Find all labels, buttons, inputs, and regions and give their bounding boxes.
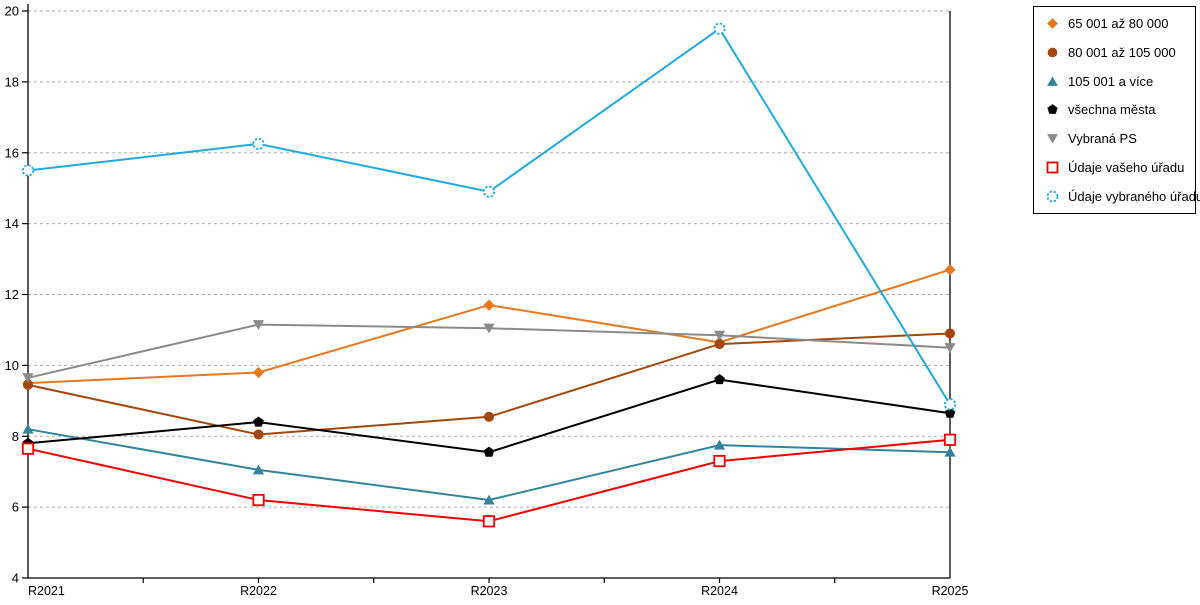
x-tick-label: R2023 [471,584,508,598]
series-marker [1047,104,1058,115]
legend-label: 105 001 a více [1068,73,1154,89]
series-marker [483,299,495,311]
series-marker [483,411,495,422]
y-tick-label: 18 [5,74,19,89]
series-3 [22,373,956,457]
circle-icon [1047,47,1058,58]
series-marker [944,446,956,457]
series-marker [483,446,495,457]
triangle-down-icon [1047,134,1058,144]
series-marker [943,398,957,411]
series-marker [22,423,34,434]
series-marker [1046,190,1059,203]
series-marker [253,429,264,440]
series-marker [483,494,495,505]
series-marker [252,320,265,330]
series-marker [483,323,495,334]
series-marker [21,442,35,455]
pentagon-icon [1047,104,1058,115]
y-tick-label: 20 [5,4,19,19]
series-2 [22,423,956,505]
y-tick-label: 8 [12,429,19,444]
series-marker [713,454,726,468]
series-marker [482,515,496,528]
legend-label: všechna města [1068,102,1156,118]
legend: 65 001 až 80 000 80 001 až 105 000 105 001… [1033,6,1200,214]
series-marker [713,439,726,450]
series-marker [252,464,265,475]
x-tick-label: R2025 [932,584,969,598]
legend-item-2: 105 001 a více [1045,74,1189,89]
series-marker [1046,161,1059,174]
series-marker [714,339,725,350]
triangle-up-icon [1047,76,1058,86]
series-marker [1047,47,1058,58]
series-marker [1047,18,1058,29]
x-tick-label: R2021 [28,584,65,598]
series-marker [22,373,34,384]
legend-item-0: 65 001 až 80 000 [1045,16,1189,31]
y-tick-label: 4 [12,571,19,586]
series-marker [252,137,265,150]
diamond-icon [1047,18,1058,29]
legend-item-6: Údaje vybraného úřadu [1045,189,1200,204]
series-marker [22,379,34,390]
x-tick-label: R2022 [240,584,277,598]
series-marker [943,433,957,446]
series-line [27,428,951,502]
legend-label: Vybraná PS [1068,131,1137,147]
series-marker [253,416,264,427]
series-marker [944,343,956,353]
y-tick-label: 10 [5,358,19,373]
series-marker [944,328,956,339]
series-marker [482,185,496,198]
series-marker [1047,134,1058,144]
legend-label: Údaje vašeho úřadu [1068,160,1185,176]
legend-item-3: všechna města [1045,102,1189,117]
series-marker [714,373,725,385]
series-marker [713,22,726,35]
y-tick-label: 12 [5,287,19,302]
square-open-icon [1046,161,1059,174]
series-6 [21,22,957,411]
circle-open-dashed-icon [1046,190,1059,203]
series-marker [21,164,35,177]
series-marker [713,330,726,341]
y-tick-label: 6 [12,500,19,515]
series-5 [21,433,957,528]
y-tick-label: 14 [5,216,19,231]
series-marker [944,407,956,418]
series-line [27,27,951,405]
series-marker [252,493,265,507]
legend-label: 80 001 až 105 000 [1068,44,1176,60]
series-marker [252,366,265,379]
legend-item-4: Vybraná PS [1045,131,1189,146]
legend-item-5: Údaje vašeho úřadu [1045,160,1189,175]
series-marker [1047,76,1058,86]
y-tick-label: 16 [5,145,19,160]
legend-item-1: 80 001 až 105 000 [1045,45,1189,60]
legend-label: Údaje vybraného úřadu [1068,188,1200,204]
legend-label: 65 001 až 80 000 [1068,16,1169,31]
series-1 [22,328,956,440]
x-tick-label: R2024 [701,584,738,598]
series-4 [22,320,956,384]
series-marker [944,264,956,276]
